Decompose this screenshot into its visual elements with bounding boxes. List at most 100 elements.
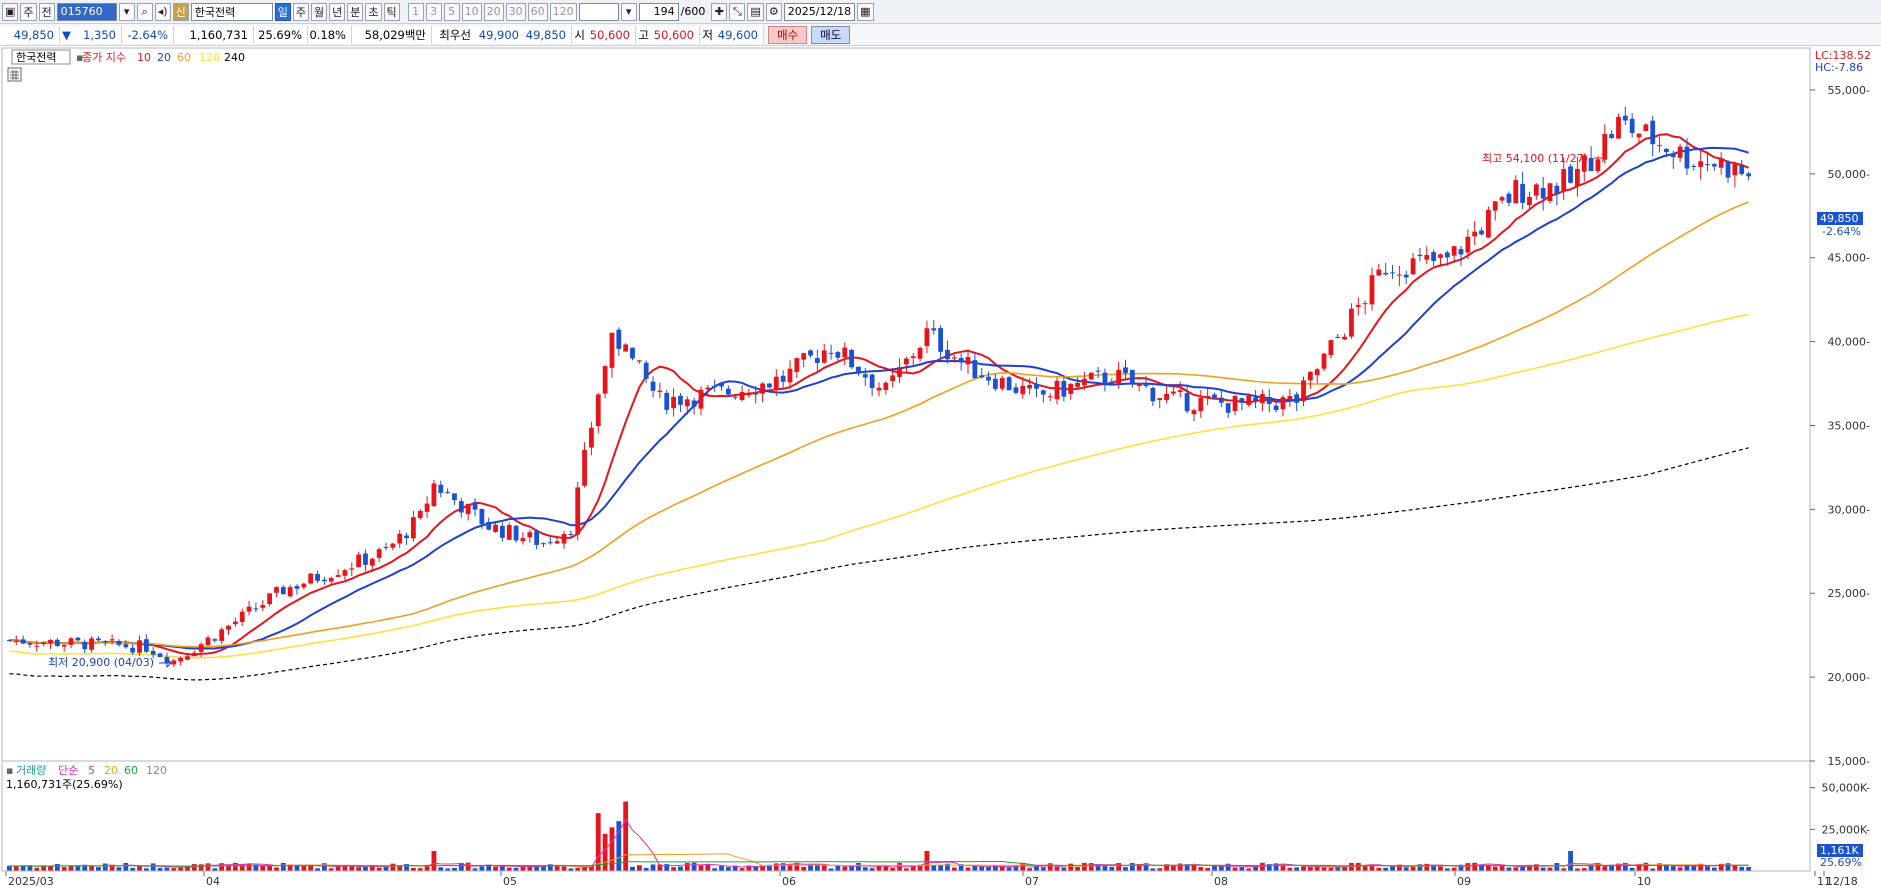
minute-60-button[interactable]: 60 (527, 2, 548, 21)
period-week-tab[interactable]: 주 (292, 2, 310, 21)
low-label: 저 (700, 25, 718, 44)
x-tick-label: 10 (1637, 875, 1651, 888)
date-input[interactable]: 2025/12/18 (783, 2, 856, 21)
candle-body (1212, 394, 1217, 398)
volume-value: 1,160,731 (174, 25, 254, 44)
speaker-icon[interactable]: ◂) (154, 2, 171, 21)
volume-bar (171, 868, 177, 871)
volume-bar (219, 863, 225, 871)
volume-bar (1280, 864, 1286, 871)
volume-bar (999, 866, 1005, 871)
candle-body (1533, 184, 1539, 196)
candle-body (363, 553, 368, 565)
volume-bar (486, 864, 492, 871)
candle-body (1609, 134, 1615, 139)
volume-bar (472, 868, 478, 871)
x-tick-label: 09 (1457, 875, 1471, 888)
buy-button[interactable]: 매수 (768, 25, 808, 44)
settings-gear-icon[interactable]: ⚙ (765, 2, 782, 21)
minute-5-button[interactable]: 5 (443, 2, 460, 21)
market-type-select[interactable]: 주 (20, 2, 37, 21)
volume-bar (945, 863, 950, 871)
candle-body (1595, 159, 1601, 172)
stock-legend-box (11, 49, 71, 65)
sell-button[interactable]: 매도 (811, 25, 851, 44)
volume-bar (897, 862, 902, 871)
search-icon[interactable]: ⌕ (136, 2, 153, 21)
custom-period-dropdown-icon[interactable]: ▾ (620, 2, 637, 21)
chart-area[interactable]: 55,000- 50,000- 45,000- 40,000- 35,000- 30,00… (0, 47, 1881, 889)
volume-bar (664, 864, 670, 871)
volume-bar (910, 865, 916, 871)
volume-bar (1636, 863, 1642, 871)
period-month-tab[interactable]: 월 (311, 2, 328, 21)
candle-body (1143, 384, 1149, 387)
candle-body (404, 535, 409, 539)
volume-bar (719, 865, 724, 871)
crosshair-icon[interactable]: ⤡ (729, 2, 746, 21)
ma-line-60 (9, 201, 1749, 648)
sin-badge[interactable]: 신 (172, 2, 189, 21)
last-price-value: 49,850 (1820, 212, 1859, 225)
period-day-tab[interactable]: 일 (274, 2, 291, 21)
volume-bar (1451, 867, 1457, 871)
candle-body (1294, 394, 1300, 403)
custom-period-input[interactable] (578, 2, 619, 21)
volume-bar (1198, 866, 1204, 871)
candlestick-chart[interactable]: 55,000- 50,000- 45,000- 40,000- 35,000- 30,00… (0, 47, 1881, 889)
period-second-tab[interactable]: 초 (365, 2, 382, 21)
candle-body (1616, 116, 1621, 139)
volume-bar (1677, 867, 1683, 871)
change-percent: -2.64% (122, 25, 174, 44)
period-minute-tab[interactable]: 분 (347, 2, 364, 21)
minute-120-button[interactable]: 120 (549, 2, 577, 21)
candle-body (1328, 340, 1334, 356)
minute-1-button[interactable]: 1 (407, 2, 424, 21)
minute-10-button[interactable]: 10 (461, 2, 482, 21)
volume-bar (993, 865, 998, 871)
add-indicator-icon[interactable]: ✚ (711, 2, 728, 21)
volume-bar (773, 863, 779, 871)
exchange-select[interactable]: 전 (38, 2, 55, 21)
candle-body (821, 350, 827, 363)
high-value: 50,600 (654, 25, 700, 44)
candle-body (534, 530, 540, 545)
volume-bar (1164, 864, 1169, 871)
period-year-tab[interactable]: 년 (329, 2, 346, 21)
candle-body (1116, 369, 1122, 384)
minute-20-button[interactable]: 20 (483, 2, 504, 21)
candle-body (1157, 398, 1163, 401)
volume-ma-line-60 (9, 860, 1749, 867)
minute-30-button[interactable]: 30 (505, 2, 526, 21)
code-dropdown-icon[interactable]: ▾ (118, 2, 135, 21)
volume-bar (787, 864, 793, 871)
window-menu-icon[interactable]: ▣ (2, 2, 19, 21)
volume-bar (609, 827, 615, 871)
volume-legend-sub: 1,160,731주(25.69%) (6, 778, 123, 791)
candle-body (431, 483, 437, 506)
save-icon[interactable]: ▤ (747, 2, 764, 21)
volume-bar (1369, 864, 1375, 871)
volume-bar (431, 851, 437, 871)
candle-body (198, 644, 204, 652)
stock-code-input[interactable]: 015760 (56, 2, 117, 21)
candle-body (712, 386, 718, 388)
volume-bar (582, 866, 587, 871)
candle-body (1499, 197, 1505, 201)
minute-3-button[interactable]: 3 (425, 2, 442, 21)
candle-body (1006, 377, 1012, 391)
candle-body (1273, 405, 1279, 411)
candle-body (1410, 258, 1416, 275)
candle-body (828, 352, 834, 354)
period-tick-tab[interactable]: 틱 (383, 2, 400, 21)
data-count-input[interactable]: 194 (638, 2, 679, 21)
volume-bar (1075, 866, 1080, 871)
volume-bar (1581, 868, 1587, 871)
volume-bar (527, 865, 533, 871)
candle-body (1664, 148, 1669, 153)
candle-body (1376, 269, 1382, 276)
candle-body (979, 375, 985, 378)
y-tick-label: 20,000- (1828, 671, 1870, 684)
volume-bar (1417, 864, 1423, 871)
calendar-icon[interactable]: ▦ (857, 2, 874, 21)
